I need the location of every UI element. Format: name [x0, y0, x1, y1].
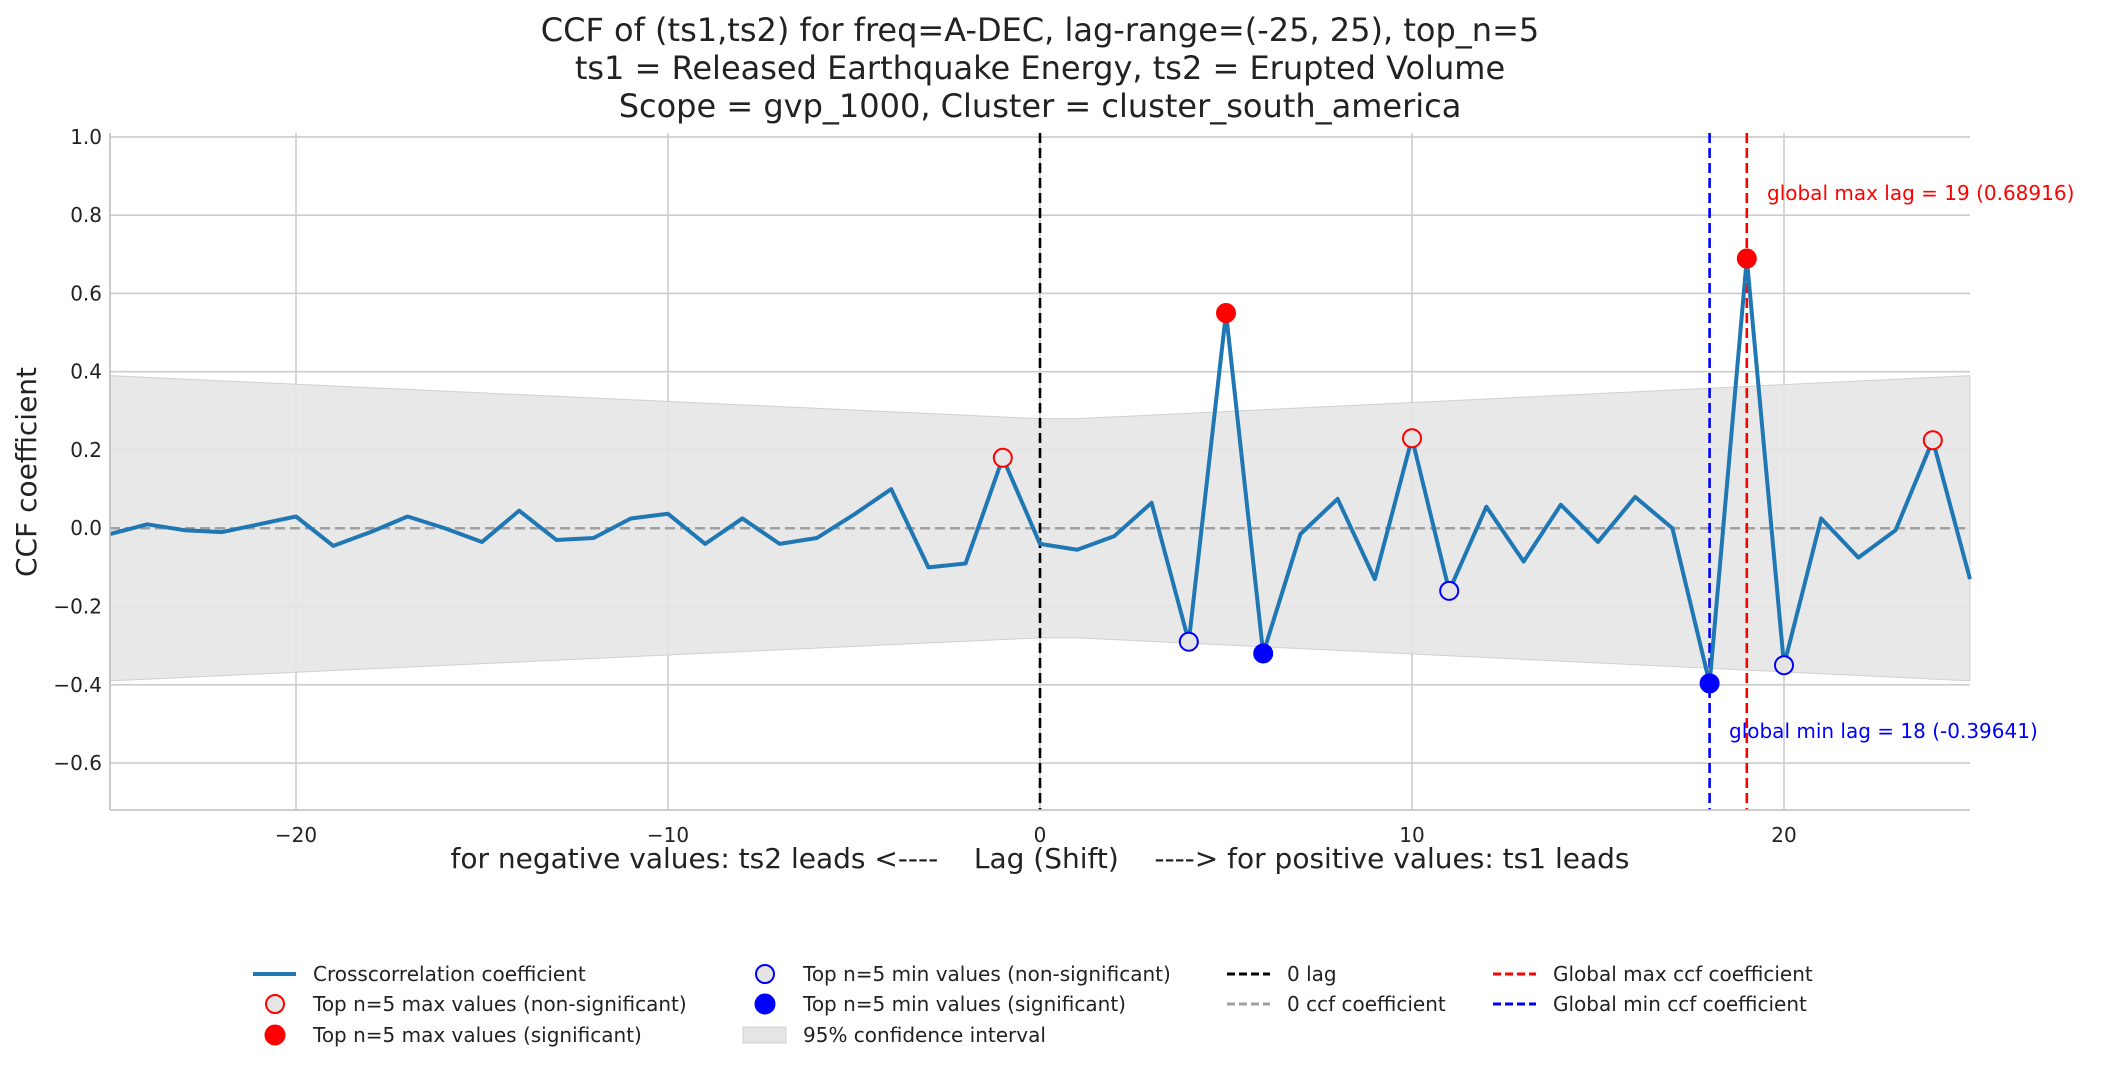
y-tick-label: −0.2: [53, 595, 102, 619]
legend-swatch-patch: [742, 1026, 787, 1044]
top-max-nonsignificant-marker: [1922, 430, 1943, 451]
x-tick-label: −10: [647, 823, 689, 847]
legend-entry: 95% confidence interval: [742, 1023, 1046, 1047]
legend-label: Top n=5 max values (significant): [312, 1023, 642, 1047]
legend-entry: Top n=5 min values (significant): [754, 992, 1126, 1016]
top-max-nonsignificant-marker: [992, 447, 1013, 468]
legend-entry: Global min ccf coefficient: [1493, 992, 1807, 1016]
title-line-1: CCF of (ts1,ts2) for freq=A-DEC, lag-ran…: [541, 11, 1539, 49]
top-min-nonsignificant-marker: [1178, 631, 1199, 652]
top-min-nonsignificant-marker: [1439, 580, 1460, 601]
legend-label: 95% confidence interval: [803, 1023, 1046, 1047]
legend-label: Global min ccf coefficient: [1553, 992, 1807, 1016]
title-line-2: ts1 = Released Earthquake Energy, ts2 = …: [575, 49, 1505, 87]
y-tick-label: −0.4: [53, 673, 102, 697]
title-line-3: Scope = gvp_1000, Cluster = cluster_sout…: [619, 87, 1462, 125]
legend-entry: 0 lag: [1227, 962, 1337, 986]
legend: Crosscorrelation coefficient Top n=5 max …: [253, 962, 1813, 1047]
legend-label: Top n=5 max values (non-significant): [312, 992, 687, 1016]
top-min-significant-marker: [1699, 673, 1720, 694]
y-tick-label: 0.6: [70, 281, 102, 305]
x-tick-label: 0: [1034, 823, 1047, 847]
top-min-significant-marker: [1253, 643, 1274, 664]
legend-label: Top n=5 min values (significant): [802, 992, 1126, 1016]
legend-label: Global max ccf coefficient: [1553, 962, 1813, 986]
global-min-annotation: global min lag = 18 (-0.39641): [1729, 719, 2038, 743]
legend-label: 0 ccf coefficient: [1287, 992, 1446, 1016]
x-axis-label: for negative values: ts2 leads <---- Lag…: [451, 842, 1630, 875]
legend-swatch-filled-circle: [754, 993, 776, 1015]
x-tick-label: 20: [1771, 823, 1796, 847]
legend-label: Top n=5 min values (non-significant): [802, 962, 1171, 986]
legend-swatch-filled-circle: [264, 1024, 286, 1046]
y-tick-label: 0.8: [70, 203, 102, 227]
legend-entry: Top n=5 max values (significant): [264, 1023, 642, 1047]
top-max-significant-marker: [1216, 303, 1236, 324]
top-min-nonsignificant-marker: [1774, 655, 1794, 676]
y-tick-label: −0.6: [53, 751, 102, 775]
reference-lines: [110, 133, 1970, 810]
x-tick-label: 10: [1399, 823, 1424, 847]
legend-entry: Top n=5 min values (non-significant): [755, 962, 1171, 986]
legend-label: 0 lag: [1287, 962, 1337, 986]
y-tick-label: 0.0: [70, 516, 102, 540]
legend-entry: 0 ccf coefficient: [1227, 992, 1446, 1016]
axes: −20 −10 0 10 20 1.0 0.8 0.6 0.4 0.2 0.0 −0.2 −0.4 −0.…: [53, 125, 1970, 847]
y-axis-label: CCF coefficient: [10, 367, 43, 577]
y-tick-label: 1.0: [70, 125, 102, 149]
legend-entry: Crosscorrelation coefficient: [253, 962, 586, 986]
x-tick-label: −20: [275, 823, 317, 847]
top-max-nonsignificant-marker: [1402, 428, 1422, 449]
legend-swatch-open-circle: [265, 994, 285, 1014]
legend-entry: Global max ccf coefficient: [1493, 962, 1813, 986]
y-tick-label: 0.4: [70, 360, 102, 384]
legend-label: Crosscorrelation coefficient: [313, 962, 586, 986]
chart-title: CCF of (ts1,ts2) for freq=A-DEC, lag-ran…: [541, 11, 1539, 125]
legend-entry: Top n=5 max values (non-significant): [265, 992, 687, 1016]
legend-swatch-open-circle: [755, 964, 775, 984]
top-max-significant-marker: [1736, 248, 1757, 269]
ccf-series-line: [109, 256, 1972, 686]
series-layer: [109, 256, 1972, 686]
global-max-annotation: global max lag = 19 (0.68916): [1767, 181, 2074, 205]
y-tick-label: 0.2: [70, 438, 102, 462]
markers-layer: [992, 248, 1943, 694]
